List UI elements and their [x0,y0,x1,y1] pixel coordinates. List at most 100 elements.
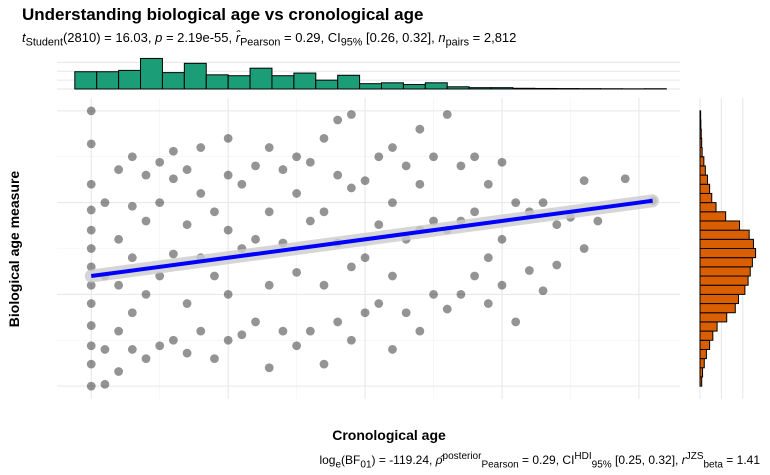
right-hist-bar [699,367,704,378]
data-point [182,299,192,308]
subtitle-r-symbol: r̂ [235,30,241,45]
right-hist-bar [699,238,754,249]
right-hist-bar [699,257,753,268]
right-hist-bar [699,119,702,130]
data-point [223,225,233,235]
data-point [346,110,356,119]
data-point [579,244,589,253]
data-point [210,354,219,364]
data-point [511,317,521,327]
right-hist-bar [699,303,736,314]
data-point [429,152,438,162]
data-point [210,207,219,217]
caption-rb-value: = 1.41 [722,453,760,467]
data-point [114,367,124,376]
data-point [264,363,274,373]
right-hist-bar [699,202,717,213]
data-point [251,234,260,244]
data-point [538,198,548,208]
right-hist-bar [699,312,728,323]
data-point [86,262,96,272]
data-point [114,165,124,174]
data-point [511,198,521,208]
data-point [333,317,343,327]
data-point [237,179,247,189]
top-hist-bar [140,57,163,90]
data-point [251,317,260,327]
top-hist-bar [118,69,142,90]
right-histogram [699,98,757,399]
data-point [360,253,370,263]
subtitle-t-value: (2810) = 16.03, [62,30,156,45]
caption-rho-value: = 0.29, CI [518,453,575,467]
right-hist-bar [699,348,707,360]
data-point [127,345,137,354]
data-point [497,234,507,244]
caption-log-sub: e [335,459,342,471]
data-point [319,280,329,290]
caption-hdi-sub: 95% [591,459,612,471]
data-point [374,299,384,308]
subtitle-n-sub: pairs [445,36,470,49]
data-point [497,157,507,167]
data-point [210,271,219,281]
caption-rho-sup: posterior [442,451,482,462]
right-hist-bar [699,156,705,167]
data-point [86,139,96,149]
data-point [86,299,96,308]
right-hist-bar [699,174,708,185]
right-hist-bar [699,220,741,231]
data-point [264,207,274,217]
top-hist-bar [96,71,120,90]
data-point [196,189,206,198]
data-point [86,225,96,235]
data-point [442,110,452,119]
data-point [86,106,96,116]
subtitle-t-symbol: t [22,30,26,45]
caption-hdi-value: [0.25, 0.32], [611,453,682,467]
subtitle-p-value: = 2.19e-55, [162,30,236,45]
data-point [223,170,233,180]
data-point [86,321,96,330]
data-point [114,280,124,290]
caption-rb: r [681,453,686,467]
data-point [401,161,411,171]
data-point [388,271,397,281]
chart-caption: loge(BF01) = -119.24, ρ̂posteriorPearson… [319,451,760,470]
data-point [388,198,397,208]
right-hist-bar [699,192,713,204]
top-hist-bar [512,87,536,90]
data-point [278,326,288,336]
caption-rb-sup: JZS [685,451,704,462]
data-point [114,234,124,244]
data-point [127,201,137,211]
data-point [196,326,206,336]
data-point [319,359,329,369]
right-hist-bar [699,376,703,387]
data-point [155,157,165,167]
top-hist-bar [424,82,448,90]
grid-layer [57,98,680,399]
right-hist-bar [699,339,711,350]
data-point [86,280,96,290]
data-point [319,207,329,217]
caption-hdi-sup: HDI [574,451,592,462]
data-point [168,249,178,259]
data-point [579,176,589,185]
caption-bf: (BF [341,453,361,467]
caption-rho-sub: Pearson [481,459,519,471]
right-hist-bar [699,128,702,139]
top-hist-bar [161,72,185,90]
data-point [456,161,466,171]
data-point [251,161,260,171]
data-point [278,165,288,174]
top-hist-bar [337,74,361,90]
data-point [86,359,96,369]
caption-bf-value: ) = -119.24, [371,453,436,467]
data-point [388,345,397,354]
data-point [456,289,466,299]
data-point [127,308,137,318]
data-point [264,143,274,152]
data-point [168,146,178,156]
